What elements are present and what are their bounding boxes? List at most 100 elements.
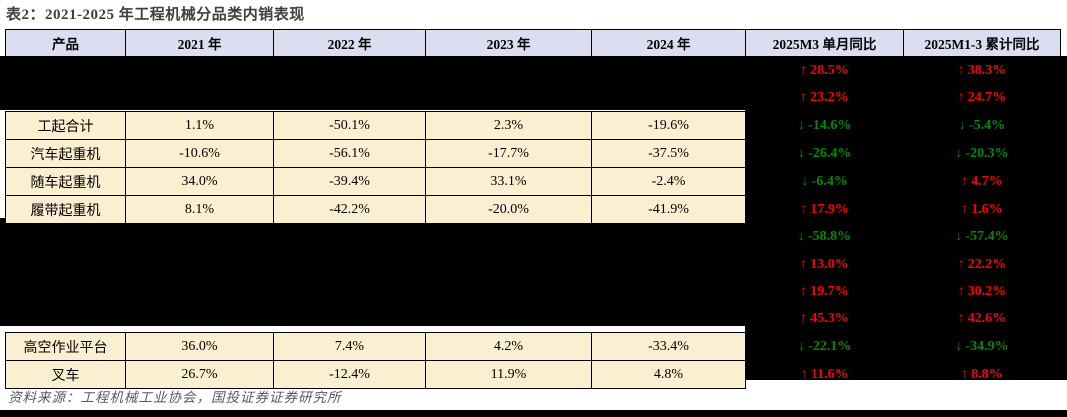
column-header-2025m1-3: 2025M1-3 累计同比 [903, 29, 1061, 57]
product-cell: 随车起重机 [5, 167, 126, 196]
value-cell [274, 57, 426, 85]
yoy-value: 23.2% [810, 89, 849, 105]
yoy-value: 13.0% [810, 256, 849, 272]
value-cell [126, 57, 274, 85]
column-header-2021: 2021 年 [125, 29, 274, 57]
product-cell [6, 57, 126, 85]
down-arrow-icon: ↓ [797, 229, 805, 245]
column-header-2025m3: 2025M3 单月同比 [745, 29, 904, 57]
value-cell [426, 305, 592, 333]
value-cell [126, 84, 274, 112]
yoy-value: -20.3% [965, 145, 1009, 161]
up-arrow-icon: ↑ [800, 310, 808, 326]
value-cell [274, 278, 426, 305]
value-cell: 26.7% [125, 360, 274, 389]
value-cell [274, 251, 426, 278]
value-cell: -19.6% [591, 111, 746, 140]
sales-performance-table: 产品 2021 年 2022 年 2023 年 2024 年 2025M3 单月… [5, 29, 1061, 389]
yoy-value: 1.6% [971, 201, 1003, 217]
value-cell [426, 57, 592, 85]
value-cell [592, 84, 746, 112]
value-cell: -41.9% [591, 195, 746, 224]
product-cell: 汽车起重机 [5, 139, 126, 168]
value-cell: -39.4% [273, 167, 426, 196]
m3-yoy-cell: ↑ 45.3% [746, 305, 904, 333]
column-header-2022: 2022 年 [273, 29, 426, 57]
value-cell [426, 278, 592, 305]
up-arrow-icon: ↑ [957, 283, 965, 299]
value-cell: 7.4% [273, 332, 426, 361]
down-arrow-icon: ↓ [798, 117, 806, 133]
up-arrow-icon: ↑ [957, 310, 965, 326]
m3-yoy-cell: ↑ 19.7% [746, 278, 904, 305]
up-arrow-icon: ↑ [800, 366, 808, 382]
product-cell [6, 251, 126, 278]
product-cell [6, 305, 126, 333]
m3-yoy-cell: ↓ -22.1% [746, 333, 904, 361]
down-arrow-icon: ↓ [955, 338, 963, 354]
table-row: 叉车 26.7% -12.4% 11.9% 4.8% ↑ 11.6% ↑ 8.8% [5, 360, 1061, 389]
value-cell: -10.6% [125, 139, 274, 168]
m1-3-yoy-cell: ↑ 24.7% [904, 84, 1061, 112]
yoy-value: 22.2% [967, 256, 1007, 272]
value-cell: 36.0% [125, 332, 274, 361]
up-arrow-icon: ↑ [957, 62, 965, 78]
yoy-value: 38.3% [967, 62, 1007, 78]
product-cell [6, 84, 126, 112]
table-row: 履带起重机 8.1% -42.2% -20.0% -41.9% ↑ 17.9% ↑ 1.6% [5, 195, 1061, 224]
value-cell: 11.9% [425, 360, 592, 389]
table-row: 高空作业平台 36.0% 7.4% 4.2% -33.4% ↓ -22.1% ↓ -34.9% [5, 332, 1061, 361]
table-row: 工起合计 1.1% -50.1% 2.3% -19.6% ↓ -14.6% ↓ -5.4% [5, 111, 1061, 140]
yoy-value: 8.8% [971, 366, 1003, 382]
product-cell: 高空作业平台 [5, 332, 126, 361]
value-cell [126, 224, 274, 252]
yoy-value: -14.6% [808, 117, 852, 133]
redacted-row: ↑ 28.5% ↑ 38.3% [6, 57, 1061, 85]
up-arrow-icon: ↑ [800, 283, 808, 299]
value-cell: -17.7% [425, 139, 592, 168]
up-arrow-icon: ↑ [800, 89, 808, 105]
value-cell [126, 251, 274, 278]
header-row: 产品 2021 年 2022 年 2023 年 2024 年 2025M3 单月… [5, 29, 1061, 57]
m3-yoy-cell: ↑ 11.6% [746, 361, 904, 389]
yoy-value: -34.9% [965, 338, 1009, 354]
m3-yoy-cell: ↓ -58.8% [746, 224, 904, 252]
product-cell: 叉车 [5, 360, 126, 389]
down-arrow-icon: ↓ [958, 117, 966, 133]
value-cell [592, 251, 746, 278]
m1-3-yoy-cell: ↑ 22.2% [904, 251, 1061, 278]
m1-3-yoy-cell: ↓ -57.4% [904, 224, 1061, 252]
table-row: 随车起重机 34.0% -39.4% 33.1% -2.4% ↓ -6.4% ↑ 4.7% [5, 167, 1061, 196]
value-cell: 34.0% [125, 167, 274, 196]
table-row: 汽车起重机 -10.6% -56.1% -17.7% -37.5% ↓ -26.4% ↓ -20… [5, 139, 1061, 168]
m1-3-yoy-cell: ↓ -5.4% [904, 112, 1061, 140]
up-arrow-icon: ↑ [957, 89, 965, 105]
up-arrow-icon: ↑ [957, 256, 965, 272]
value-cell: -33.4% [591, 332, 746, 361]
down-arrow-icon: ↓ [798, 338, 806, 354]
up-arrow-icon: ↑ [800, 256, 808, 272]
redacted-row: ↑ 45.3% ↑ 42.6% [6, 305, 1061, 333]
value-cell [592, 278, 746, 305]
yoy-value: -22.1% [808, 338, 852, 354]
m3-yoy-cell: ↑ 13.0% [746, 251, 904, 278]
m1-3-yoy-cell: ↑ 38.3% [904, 57, 1061, 85]
up-arrow-icon: ↑ [800, 201, 808, 217]
product-cell [6, 278, 126, 305]
value-cell: 1.1% [125, 111, 274, 140]
m1-3-yoy-cell: ↑ 1.6% [904, 196, 1061, 224]
value-cell: 8.1% [125, 195, 274, 224]
value-cell [592, 224, 746, 252]
value-cell [592, 305, 746, 333]
down-arrow-icon: ↓ [801, 173, 809, 189]
yoy-value: 4.7% [971, 173, 1003, 189]
source-note: 资料来源：工程机械工业协会，国投证券证券研究所 [8, 390, 342, 405]
up-arrow-icon: ↑ [800, 62, 808, 78]
yoy-value: 28.5% [810, 62, 849, 78]
yoy-value: 19.7% [810, 283, 849, 299]
bottom-divider [0, 410, 1067, 417]
value-cell: -2.4% [591, 167, 746, 196]
value-cell: -37.5% [591, 139, 746, 168]
value-cell [126, 305, 274, 333]
value-cell [426, 224, 592, 252]
